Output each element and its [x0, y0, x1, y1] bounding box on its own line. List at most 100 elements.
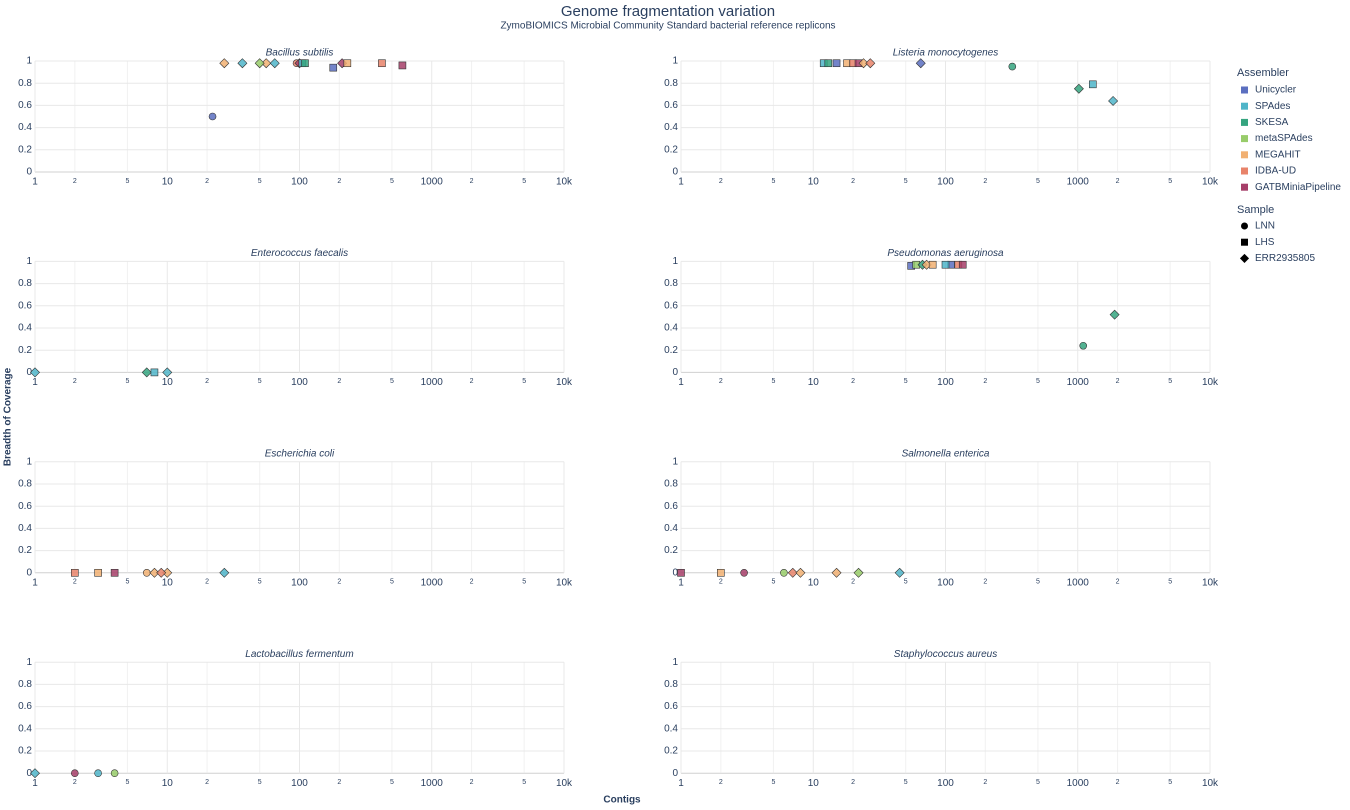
- x-minor-tick-label: 2: [719, 178, 723, 185]
- x-tick-label: 1000: [1067, 177, 1090, 188]
- x-minor-tick-label: 5: [258, 779, 262, 786]
- x-minor-tick-label: 2: [337, 378, 341, 385]
- x-minor-tick-label: 2: [337, 579, 341, 586]
- data-point: [1109, 309, 1120, 320]
- y-tick-label: 0: [26, 567, 32, 578]
- panel-title: Listeria monocytogenes: [893, 48, 999, 59]
- y-tick-label: 0.2: [18, 144, 32, 155]
- y-tick-label: 1: [672, 456, 678, 467]
- data-point: [941, 260, 950, 269]
- data-point: [149, 567, 160, 578]
- legend-label: ERR2935805: [1255, 253, 1315, 264]
- data-point: [269, 58, 280, 69]
- legend-label: LNN: [1255, 221, 1275, 232]
- legend-swatch: [1241, 86, 1248, 94]
- y-tick-label: 0.6: [18, 701, 32, 712]
- x-minor-tick-label: 2: [851, 378, 855, 385]
- y-tick-label: 1: [26, 657, 32, 668]
- data-point: [915, 58, 926, 69]
- x-tick-label: 10k: [1202, 377, 1219, 388]
- x-tick-label: 1: [678, 377, 684, 388]
- x-minor-tick-label: 2: [719, 579, 723, 586]
- x-tick-label: 10k: [1202, 177, 1219, 188]
- figure-title: Genome fragmentation variation: [561, 3, 775, 20]
- y-tick-label: 0: [26, 167, 32, 178]
- data-point: [1108, 95, 1119, 106]
- data-point: [1079, 341, 1088, 350]
- legend-symbol: [1241, 238, 1248, 246]
- y-tick-label: 0.4: [664, 323, 678, 334]
- panel-title: Pseudomonas aeruginosa: [887, 248, 1004, 259]
- y-tick-label: 0.2: [18, 545, 32, 556]
- x-tick-label: 100: [291, 377, 308, 388]
- x-minor-tick-label: 2: [851, 779, 855, 786]
- x-tick-label: 100: [291, 577, 308, 588]
- x-tick-label: 100: [937, 377, 954, 388]
- data-point: [858, 58, 869, 69]
- x-tick-label: 10: [808, 778, 820, 789]
- y-tick-label: 0.2: [664, 746, 678, 757]
- x-tick-label: 1000: [421, 778, 444, 789]
- y-tick-label: 0: [26, 768, 32, 779]
- data-point: [1008, 62, 1017, 71]
- data-point: [1073, 83, 1084, 94]
- y-tick-label: 0.6: [664, 501, 678, 512]
- x-tick-label: 100: [937, 177, 954, 188]
- x-tick-label: 1000: [421, 177, 444, 188]
- x-tick-label: 10k: [1202, 778, 1219, 789]
- y-tick-label: 1: [26, 256, 32, 267]
- y-tick-label: 0.6: [664, 701, 678, 712]
- x-minor-tick-label: 5: [125, 579, 129, 586]
- x-minor-tick-label: 2: [205, 579, 209, 586]
- data-point: [208, 112, 217, 121]
- x-tick-label: 100: [937, 778, 954, 789]
- data-point: [824, 59, 833, 68]
- legend-title: Assembler: [1237, 67, 1289, 79]
- y-tick-label: 0: [26, 367, 32, 378]
- legend-swatch: [1241, 167, 1248, 175]
- data-point: [832, 59, 841, 68]
- x-minor-tick-label: 2: [470, 579, 474, 586]
- x-minor-tick-label: 5: [1036, 579, 1040, 586]
- data-point: [142, 568, 151, 577]
- x-tick-label: 10: [808, 177, 820, 188]
- y-tick-label: 0.4: [664, 122, 678, 133]
- x-minor-tick-label: 5: [258, 579, 262, 586]
- y-tick-label: 0.4: [18, 323, 32, 334]
- legend-label: SKESA: [1255, 117, 1289, 128]
- data-point: [30, 768, 40, 779]
- y-tick-label: 0.6: [664, 100, 678, 111]
- x-minor-tick-label: 2: [851, 579, 855, 586]
- x-minor-tick-label: 2: [73, 579, 77, 586]
- x-tick-label: 1000: [1067, 778, 1090, 789]
- data-point: [677, 568, 685, 577]
- data-point: [795, 567, 806, 578]
- x-minor-tick-label: 2: [983, 579, 987, 586]
- x-minor-tick-label: 5: [1168, 178, 1172, 185]
- x-minor-tick-label: 5: [904, 178, 908, 185]
- x-tick-label: 1: [32, 377, 38, 388]
- data-point: [110, 568, 119, 577]
- y-tick-label: 0.6: [18, 501, 32, 512]
- legend-symbol: [1239, 253, 1250, 263]
- data-point: [1089, 80, 1097, 89]
- legend-title: Sample: [1237, 204, 1274, 216]
- legend-swatch: [1241, 183, 1248, 191]
- y-tick-label: 0.2: [18, 345, 32, 356]
- data-point: [141, 367, 152, 378]
- y-tick-label: 0.4: [18, 122, 32, 133]
- x-tick-label: 1000: [1067, 577, 1090, 588]
- x-minor-tick-label: 5: [390, 378, 394, 385]
- panel-title: Staphylococcus aureus: [894, 649, 997, 660]
- x-tick-label: 10: [162, 177, 174, 188]
- data-point: [865, 58, 876, 69]
- x-minor-tick-label: 2: [470, 779, 474, 786]
- x-minor-tick-label: 5: [1168, 378, 1172, 385]
- x-minor-tick-label: 5: [1036, 178, 1040, 185]
- y-tick-label: 0.8: [18, 479, 32, 490]
- x-tick-label: 100: [291, 177, 308, 188]
- x-tick-label: 10k: [556, 377, 573, 388]
- y-tick-label: 0: [672, 167, 678, 178]
- x-tick-label: 10: [162, 778, 174, 789]
